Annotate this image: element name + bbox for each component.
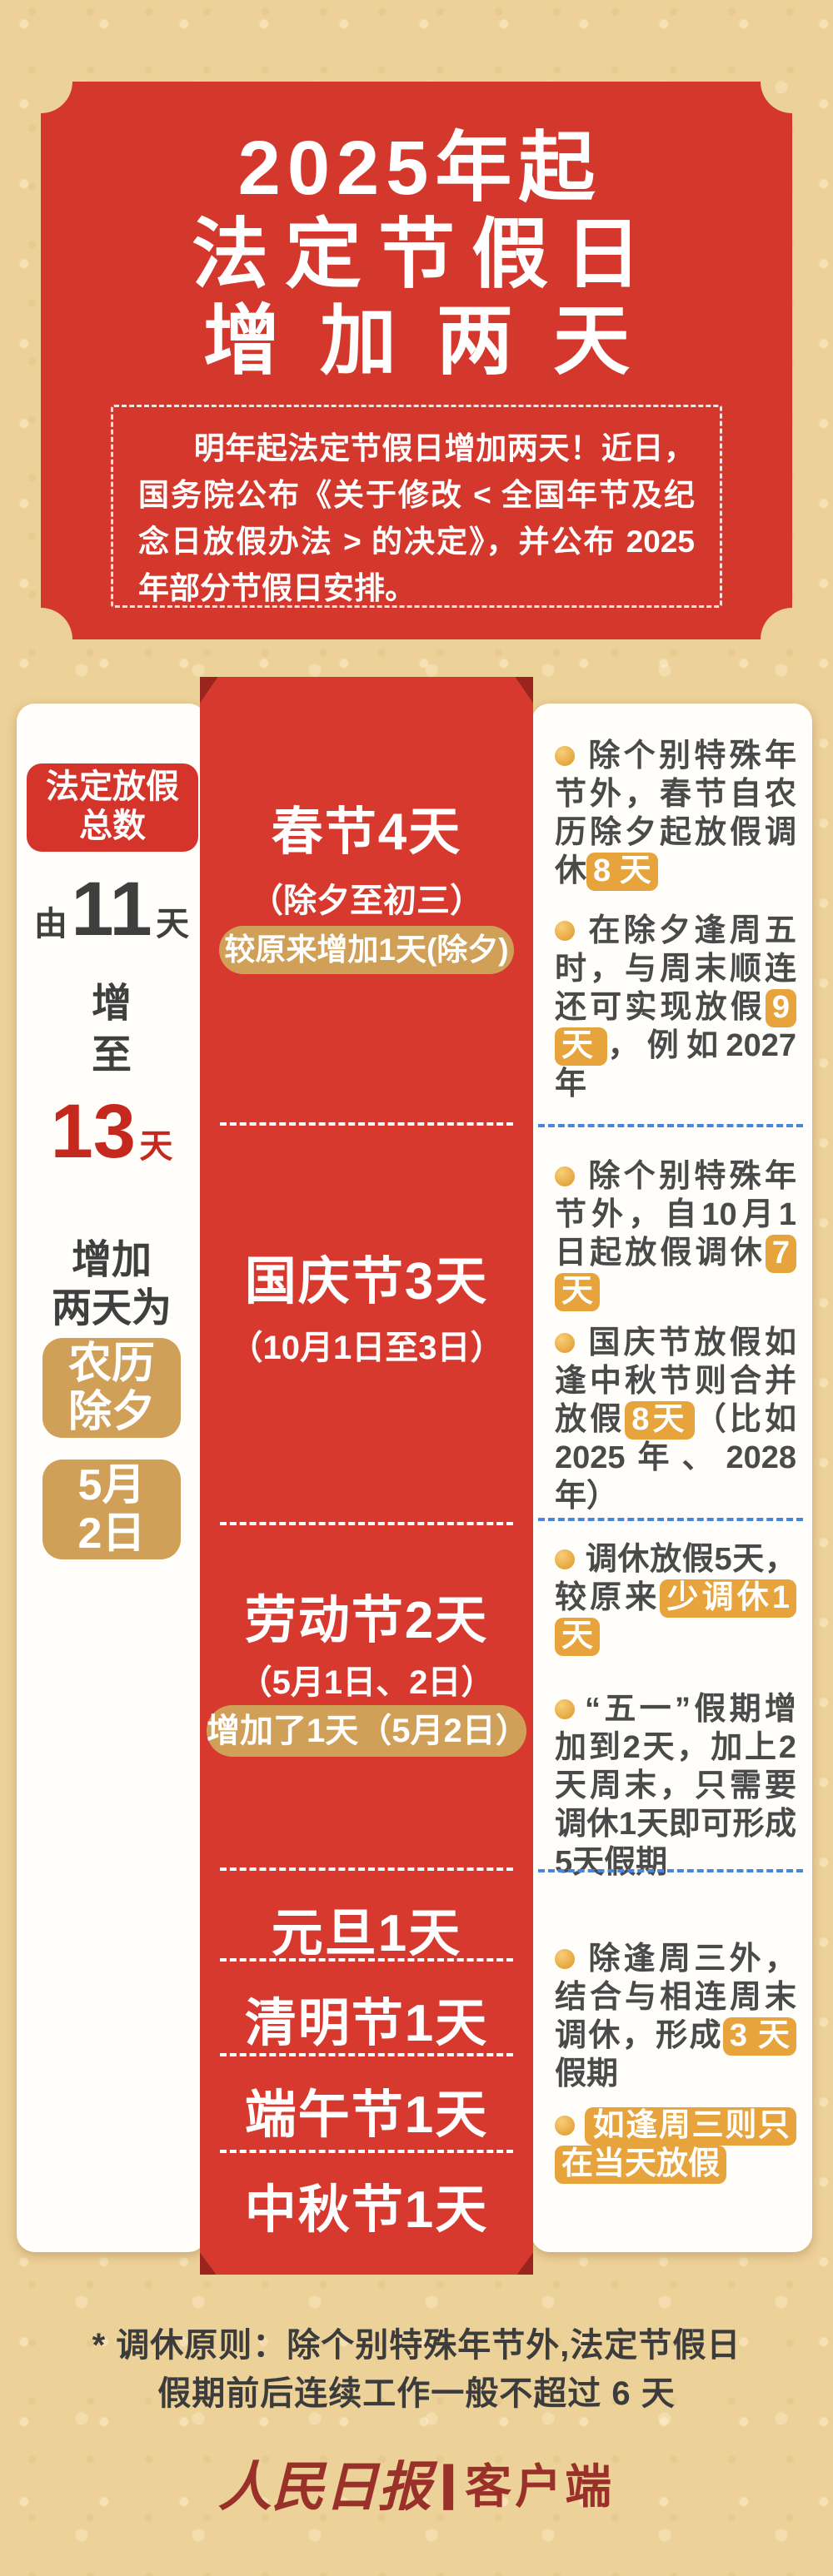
holiday-ribbon: 春节4天 （除夕至初三） 较原来增加1天(除夕) 国庆节3天 （10月1日至3日…	[200, 677, 533, 2275]
note-labor-2: “五一”假期增加到2天，加上2天周末，只需要调休1天即可形成5天假期	[555, 1690, 796, 1882]
note-national-2-text-end: （比如2025年、2028年）	[555, 1402, 796, 1514]
blue-dashed-divider	[538, 1869, 803, 1872]
bullet-icon	[555, 1699, 575, 1719]
total-days-badge-line2: 总数	[79, 808, 146, 844]
logo-divider-bar: |	[437, 2455, 459, 2510]
holiday-spring-pill: 较原来增加1天(除夕)	[219, 926, 514, 974]
from-days-row: 由 11 天	[17, 866, 207, 953]
holiday-labor-subtitle: （5月1日、2日）	[238, 1664, 495, 1701]
footnote-line2: 假期前后连续工作一般不超过 6 天	[157, 2375, 676, 2412]
holiday-spring-title: 春节4天	[271, 803, 462, 861]
holiday-qingming-title: 清明节1天	[244, 1995, 489, 2052]
note-labor-1-text: 调休放假5天，较原来	[555, 1542, 796, 1615]
header-plaque: 2025年起 法定节假日 增加两天 明年起法定节假日增加两天！近日，国务院公布《…	[41, 82, 792, 639]
added-day-box-may2-line2: 2日	[77, 1509, 146, 1558]
to-days-row: 13 天	[17, 1088, 207, 1176]
added-day-box-may2-line1: 5月	[77, 1461, 146, 1509]
note-oneday-1-text: 除逢周三外，结合与相连周末调休，形成	[555, 1942, 796, 2053]
white-dashed-divider	[220, 1867, 513, 1871]
holiday-labor-title: 劳动节2天	[244, 1592, 489, 1649]
footnote: * 调休原则：除个别特殊年节外,法定节假日 假期前后连续工作一般不超过 6 天	[0, 2321, 833, 2418]
added-days-label-line2: 两天为	[51, 1286, 172, 1330]
to-days-unit: 天	[139, 1128, 173, 1165]
note-oneday-2-highlight: 如逢周三则只在当天放假	[555, 2107, 796, 2184]
holiday-spring-subtitle: （除夕至初三）	[250, 883, 483, 919]
bullet-icon	[555, 1549, 575, 1569]
total-days-badge-line1: 法定放假	[46, 768, 179, 805]
note-spring-1-text: 除个别特殊年节外，春节自农历除夕起放假调休	[555, 738, 796, 888]
intro-text: 明年起法定节假日增加两天！近日，国务院公布《关于修改 < 全国年节及纪念日放假办…	[138, 431, 695, 605]
note-spring-1: 除个别特殊年节外，春节自农历除夕起放假调休 8 天	[555, 737, 796, 891]
note-labor-1: 调休放假5天，较原来 少调休1天	[555, 1540, 796, 1656]
holiday-midautumn-title: 中秋节1天	[244, 2181, 489, 2239]
holiday-national-title: 国庆节3天	[244, 1253, 489, 1310]
note-national-2-text: 国庆节放假如逢中秋节则合并放假	[555, 1325, 796, 1437]
note-spring-2-text-end: ，例如2027年	[555, 1028, 796, 1102]
note-national-1: 除个别特殊年节外，自10月1日起放假调休 7天	[555, 1157, 796, 1311]
added-day-box-chuxi: 农历 除夕	[42, 1338, 181, 1438]
holiday-newyear-title: 元旦1天	[271, 1905, 462, 1962]
poster-title-line3: 增加两天	[202, 299, 670, 384]
increase-to-label: 增至	[91, 982, 132, 1077]
white-dashed-divider	[220, 1522, 513, 1525]
added-day-box-may2: 5月 2日	[42, 1460, 181, 1559]
blue-dashed-divider	[538, 1518, 803, 1521]
note-national-2-highlight: 8天	[625, 1401, 695, 1440]
from-days-prefix: 由	[33, 906, 67, 942]
bullet-icon	[555, 1333, 575, 1353]
white-dashed-divider	[220, 1122, 513, 1126]
holiday-dragonboat-title: 端午节1天	[244, 2086, 489, 2144]
publisher-logo: 人民日报 | 客户端	[0, 2444, 833, 2521]
holiday-national-subtitle: （10月1日至3日）	[229, 1330, 504, 1366]
added-day-box-chuxi-line1: 农历	[67, 1340, 155, 1388]
to-days-value: 13	[50, 1089, 136, 1174]
from-days-value: 11	[71, 867, 152, 952]
intro-dashed-box: 明年起法定节假日增加两天！近日，国务院公布《关于修改 < 全国年节及纪念日放假办…	[111, 405, 722, 608]
added-day-box-chuxi-line2: 除夕	[67, 1388, 155, 1436]
note-spring-1-highlight: 8 天	[586, 853, 658, 891]
logo-script-peoples-daily: 人民日报	[217, 2456, 431, 2519]
bullet-icon	[555, 2116, 575, 2136]
note-national-1-text: 除个别特殊年节外，自10月1日起放假调休	[555, 1159, 796, 1271]
note-national-2: 国庆节放假如逢中秋节则合并放假 8天 （比如2025年、2028年）	[555, 1324, 796, 1515]
note-spring-2: 在除夕逢周五时，与周末顺连还可实现放假 9天 ，例如2027年	[555, 912, 796, 1103]
note-oneday-2: 如逢周三则只在当天放假	[555, 2106, 796, 2184]
blue-dashed-divider	[538, 1124, 803, 1127]
added-days-label: 增加 两天为	[17, 1236, 207, 1333]
total-days-badge: 法定放假 总数	[27, 763, 198, 852]
white-dashed-divider	[220, 2053, 513, 2056]
from-days-unit: 天	[156, 906, 190, 942]
left-panel-total-days: 法定放假 总数 由 11 天 增至 13 天 增加 两天为 农历 除夕 5月 2…	[17, 704, 207, 2252]
added-days-label-line1: 增加	[71, 1238, 152, 1282]
white-dashed-divider	[220, 1958, 513, 1962]
note-oneday-1: 除逢周三外，结合与相连周末调休，形成 3 天假期	[555, 1940, 796, 2093]
note-oneday-1-text-end: 假期	[555, 2056, 619, 2091]
bullet-icon	[555, 746, 575, 766]
bullet-icon	[555, 1166, 575, 1186]
logo-client-label: 客户端	[465, 2459, 616, 2513]
note-spring-2-text: 在除夕逢周五时，与周末顺连还可实现放假	[555, 913, 796, 1025]
poster-title-line2: 法定节假日	[191, 212, 658, 297]
holiday-labor-pill: 增加了1天（5月2日）	[207, 1705, 526, 1757]
white-dashed-divider	[220, 2150, 513, 2153]
note-labor-2-text: “五一”假期增加到2天，加上2天周末，只需要调休1天即可形成5天假期	[555, 1692, 796, 1880]
poster-title-line1: 2025年起	[237, 126, 602, 211]
right-panel-notes: 除个别特殊年节外，春节自农历除夕起放假调休 8 天 在除夕逢周五时，与周末顺连还可…	[531, 704, 812, 2252]
note-oneday-1-highlight: 3 天	[722, 2017, 796, 2056]
footnote-line1: * 调休原则：除个别特殊年节外,法定节假日	[92, 2327, 741, 2364]
bullet-icon	[555, 1949, 575, 1969]
bullet-icon	[555, 921, 575, 941]
